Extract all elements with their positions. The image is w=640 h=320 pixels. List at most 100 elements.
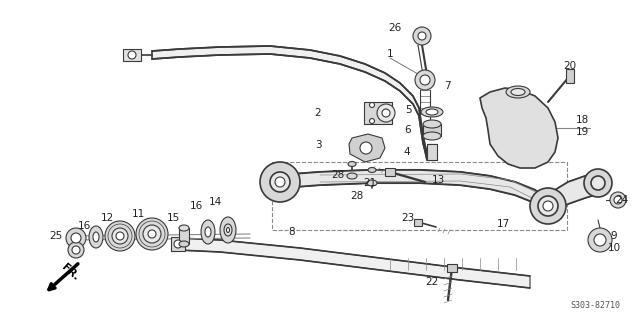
Text: 9: 9	[611, 231, 618, 241]
Circle shape	[72, 246, 80, 254]
Circle shape	[360, 142, 372, 154]
Text: 12: 12	[100, 213, 114, 223]
Circle shape	[369, 118, 374, 124]
Circle shape	[174, 240, 182, 248]
Text: 24: 24	[616, 195, 628, 205]
Bar	[272, 162, 567, 230]
Text: 25: 25	[49, 231, 63, 241]
Circle shape	[420, 75, 430, 85]
Ellipse shape	[423, 132, 441, 140]
Text: 28: 28	[350, 191, 364, 201]
Ellipse shape	[179, 225, 189, 231]
Ellipse shape	[348, 162, 356, 166]
Polygon shape	[178, 238, 530, 288]
Text: 2: 2	[315, 108, 321, 118]
Text: 4: 4	[404, 147, 410, 157]
Text: 5: 5	[404, 105, 412, 115]
Circle shape	[260, 162, 300, 202]
Circle shape	[530, 188, 566, 224]
Text: 7: 7	[444, 81, 451, 91]
Text: 3: 3	[315, 140, 321, 150]
Text: 23: 23	[401, 213, 415, 223]
Circle shape	[610, 192, 626, 208]
Ellipse shape	[227, 228, 230, 233]
Ellipse shape	[89, 226, 103, 248]
Bar	[423, 124, 441, 136]
Bar	[414, 219, 422, 226]
Circle shape	[66, 228, 86, 248]
Circle shape	[418, 32, 426, 40]
Bar	[427, 144, 437, 160]
Circle shape	[588, 228, 612, 252]
Ellipse shape	[426, 109, 438, 115]
Ellipse shape	[421, 107, 443, 117]
Polygon shape	[152, 46, 427, 160]
Polygon shape	[280, 170, 548, 212]
Polygon shape	[349, 134, 385, 162]
Circle shape	[369, 102, 374, 108]
Text: 17: 17	[497, 219, 509, 229]
Text: 13: 13	[431, 175, 445, 185]
Circle shape	[538, 196, 558, 216]
Text: 19: 19	[575, 127, 589, 137]
Bar	[179, 228, 189, 244]
Text: 8: 8	[289, 227, 295, 237]
Text: 18: 18	[575, 115, 589, 125]
Circle shape	[148, 230, 156, 238]
Text: 11: 11	[131, 209, 145, 219]
Ellipse shape	[179, 241, 189, 247]
Circle shape	[382, 109, 390, 117]
Circle shape	[112, 228, 128, 244]
Bar	[364, 102, 392, 124]
Circle shape	[591, 176, 605, 190]
Text: 14: 14	[209, 197, 221, 207]
Polygon shape	[548, 172, 598, 216]
Text: 10: 10	[607, 243, 621, 253]
Text: 16: 16	[77, 221, 91, 231]
Ellipse shape	[201, 220, 215, 244]
Bar	[385, 168, 395, 176]
Circle shape	[614, 196, 622, 204]
Text: 6: 6	[404, 125, 412, 135]
Bar	[447, 264, 457, 272]
Circle shape	[71, 233, 81, 243]
Circle shape	[116, 232, 124, 240]
Text: 21: 21	[364, 178, 376, 188]
Ellipse shape	[506, 86, 530, 98]
Text: S303-82710: S303-82710	[570, 301, 620, 310]
Text: 1: 1	[387, 49, 394, 59]
Circle shape	[143, 225, 161, 243]
Text: FR.: FR.	[60, 262, 81, 282]
Circle shape	[584, 169, 612, 197]
Bar	[123, 49, 141, 61]
Ellipse shape	[423, 120, 441, 128]
Text: 15: 15	[166, 213, 180, 223]
Ellipse shape	[511, 89, 525, 95]
Ellipse shape	[367, 180, 377, 186]
Ellipse shape	[347, 173, 357, 179]
Text: 20: 20	[563, 61, 577, 71]
Circle shape	[377, 104, 395, 122]
Text: 22: 22	[426, 277, 438, 287]
Text: 28: 28	[332, 170, 344, 180]
Circle shape	[543, 201, 553, 211]
Circle shape	[270, 172, 290, 192]
Circle shape	[105, 221, 135, 251]
Circle shape	[128, 51, 136, 59]
Circle shape	[594, 234, 606, 246]
Circle shape	[68, 242, 84, 258]
Ellipse shape	[205, 227, 211, 237]
Ellipse shape	[220, 217, 236, 243]
Circle shape	[415, 70, 435, 90]
Text: 26: 26	[388, 23, 402, 33]
Ellipse shape	[224, 224, 232, 236]
Text: 16: 16	[189, 201, 203, 211]
Ellipse shape	[368, 167, 376, 172]
Bar	[566, 69, 574, 83]
Ellipse shape	[93, 232, 99, 242]
Circle shape	[275, 177, 285, 187]
Circle shape	[136, 218, 168, 250]
Circle shape	[413, 27, 431, 45]
Bar	[171, 237, 185, 251]
Polygon shape	[480, 88, 558, 168]
